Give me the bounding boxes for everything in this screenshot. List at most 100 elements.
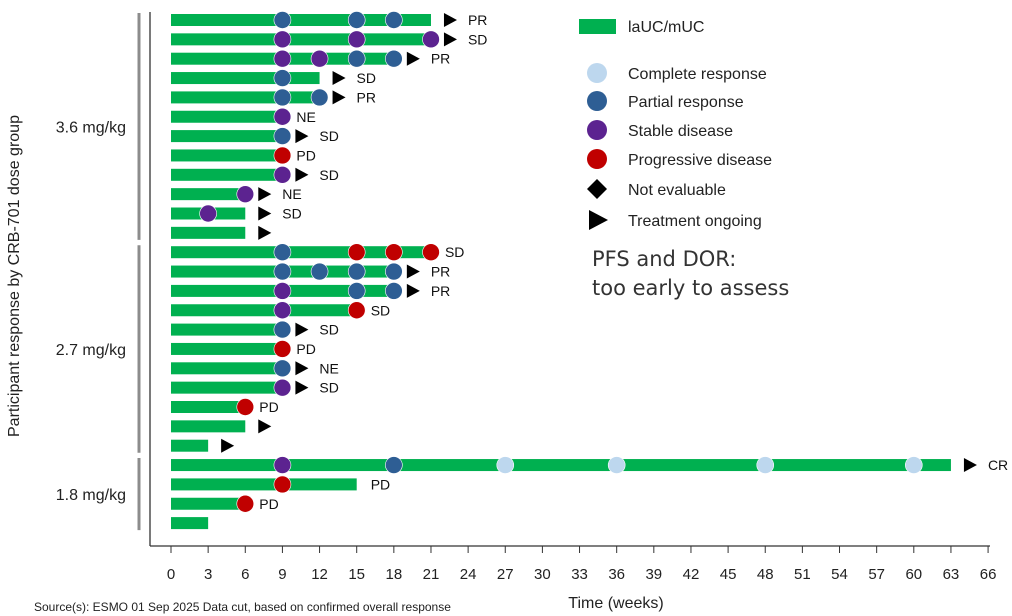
best-response-label: SD xyxy=(371,302,390,318)
best-response-label: NE xyxy=(282,186,301,202)
axes: 0 3 6 9 12 15 18 21 24 27 30 33 36 39 42 45 48 51 54 57 60 63… xyxy=(149,12,996,583)
response-marker-pd xyxy=(422,243,440,261)
participant-bar xyxy=(171,362,283,375)
response-marker-sd xyxy=(273,301,292,320)
legend-marker-par xyxy=(587,91,607,111)
response-marker-par xyxy=(385,282,403,300)
response-marker-par xyxy=(347,262,366,281)
dose-group-label: 1.8 mg/kg xyxy=(56,487,126,504)
treatment-ongoing-marker xyxy=(258,187,272,202)
response-marker-par xyxy=(273,320,292,339)
response-marker-par xyxy=(385,11,403,29)
pfs-dor-note: PFS and DOR: too early to assess xyxy=(592,247,789,300)
response-marker-pd xyxy=(347,301,366,320)
best-response-label: SD xyxy=(319,128,338,144)
best-response-labels: PRSDPRSDPRNESDPDSDNESDSDPRPRSDSDPDNESDPD… xyxy=(259,12,1008,512)
x-tick-label: 18 xyxy=(385,566,402,583)
treatment-ongoing-marker xyxy=(406,283,420,298)
x-tick-label: 21 xyxy=(423,566,440,583)
response-marker-sd xyxy=(273,378,292,397)
response-marker-par xyxy=(347,282,366,300)
best-response-label: SD xyxy=(319,380,338,396)
best-response-label: PR xyxy=(431,264,450,280)
x-tick-label: 33 xyxy=(571,566,588,583)
legend-marker-cr xyxy=(587,63,607,83)
treatment-ongoing-marker xyxy=(221,438,235,453)
treatment-ongoing-marker xyxy=(963,458,977,473)
response-marker-sd xyxy=(273,49,292,68)
response-marker-sd xyxy=(273,456,292,474)
treatment-ongoing-marker xyxy=(295,322,309,337)
treatment-ongoing-marker xyxy=(295,129,309,144)
response-marker-par xyxy=(347,11,366,29)
best-response-label: SD xyxy=(468,31,487,47)
participant-bar xyxy=(171,420,246,433)
treatment-ongoing-marker xyxy=(258,419,272,434)
best-response-label: SD xyxy=(445,244,464,260)
response-marker-cr xyxy=(496,456,515,474)
dose-group-labels: 3.6 mg/kg 2.7 mg/kg 1.8 mg/kg xyxy=(56,119,126,504)
response-marker-par xyxy=(385,262,403,281)
note-line-1: PFS and DOR: xyxy=(592,247,736,271)
response-marker-sd xyxy=(422,30,440,49)
legend-label: Not evaluable xyxy=(628,182,726,199)
legend-label: Treatment ongoing xyxy=(628,213,762,230)
legend-label: Stable disease xyxy=(628,123,733,140)
x-tick-label: 27 xyxy=(497,566,514,583)
participant-bar xyxy=(171,323,283,336)
legend-items: Complete response Partial response Stable … xyxy=(587,63,772,230)
participant-bar xyxy=(171,91,320,104)
best-response-label: NE xyxy=(319,360,338,376)
best-response-label: SD xyxy=(319,322,338,338)
participant-bar xyxy=(171,381,283,394)
response-marker-sd xyxy=(273,166,292,184)
response-marker-pd xyxy=(385,243,403,261)
participant-bar xyxy=(171,33,431,46)
best-response-label: PD xyxy=(371,476,390,492)
treatment-ongoing-marker xyxy=(332,90,346,105)
participant-bar xyxy=(171,130,283,143)
x-tick-label: 57 xyxy=(868,566,885,583)
response-marker-pd xyxy=(236,398,255,416)
response-marker-pd xyxy=(347,243,366,261)
x-tick-label: 63 xyxy=(943,566,960,583)
x-tick-label: 15 xyxy=(348,566,365,583)
best-response-label: PR xyxy=(431,51,450,67)
best-response-label: SD xyxy=(357,70,376,86)
legend-marker-sd xyxy=(587,120,607,140)
response-marker-pd xyxy=(273,340,292,358)
x-tick-label: 9 xyxy=(278,566,286,583)
best-response-label: PD xyxy=(259,496,278,512)
participant-bar xyxy=(171,72,320,85)
x-tick-label: 51 xyxy=(794,566,811,583)
best-response-label: SD xyxy=(282,206,301,222)
response-marker-par xyxy=(385,456,403,474)
best-response-label: PR xyxy=(431,283,450,299)
x-tick-label: 12 xyxy=(311,566,328,583)
response-marker-sd xyxy=(199,204,217,223)
treatment-ongoing-marker xyxy=(295,361,309,376)
best-response-label: PD xyxy=(296,341,315,357)
treatment-ongoing-marker xyxy=(295,380,309,395)
response-marker-par xyxy=(273,69,292,87)
x-tick-label: 45 xyxy=(720,566,737,583)
x-tick-label: 54 xyxy=(831,566,848,583)
participant-bar xyxy=(171,14,431,26)
participant-bar xyxy=(171,149,283,162)
response-marker-cr xyxy=(756,456,775,474)
x-tick-label: 6 xyxy=(241,566,249,583)
source-footnote: Source(s): ESMO 01 Sep 2025 Data cut, ba… xyxy=(34,600,451,614)
y-axis-title: Participant response by CRB-701 dose gro… xyxy=(6,115,23,437)
response-marker-pd xyxy=(273,146,292,165)
treatment-ongoing-marker xyxy=(443,13,457,27)
legend: laUC/mUC Complete response Partial respon… xyxy=(579,19,772,230)
legend-label: Progressive disease xyxy=(628,152,772,169)
response-marker-cr xyxy=(904,456,923,474)
x-tick-label: 48 xyxy=(757,566,774,583)
x-tick-label: 0 xyxy=(167,566,175,583)
participant-bar xyxy=(171,226,246,239)
response-marker-par xyxy=(273,88,292,107)
x-tick-label: 60 xyxy=(905,566,922,583)
response-marker-sd xyxy=(273,30,292,49)
response-marker-sd xyxy=(273,107,292,126)
